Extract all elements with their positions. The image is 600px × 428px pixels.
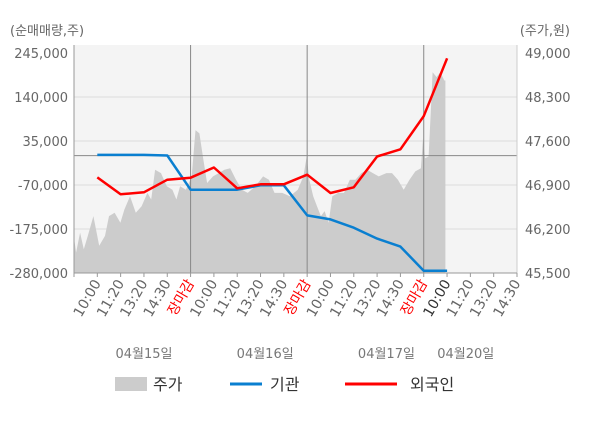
legend-label: 주가 <box>153 375 183 394</box>
right-tick-label: 45,500 <box>525 267 571 282</box>
series-line-foreign <box>96 57 449 196</box>
right-axis-title: (주가,원) <box>520 24 570 39</box>
right-tick-label: 48,300 <box>525 91 571 106</box>
left-tick-label: 35,000 <box>23 135 69 150</box>
right-tick-label: 47,600 <box>525 135 571 150</box>
legend-label: 기관 <box>270 375 300 394</box>
left-tick-label: -70,000 <box>18 179 68 194</box>
left-tick-label: 245,000 <box>14 47 68 62</box>
right-tick-label: 46,200 <box>525 223 571 238</box>
right-tick-label: 49,000 <box>525 47 571 62</box>
date-label: 04월16일 <box>237 347 294 362</box>
date-label: 04월20일 <box>437 347 494 362</box>
date-label: 04월15일 <box>115 347 172 362</box>
date-label: 04월17일 <box>358 347 415 362</box>
legend-label: 외국인 <box>410 375 454 394</box>
left-axis-title: (순매매량,주) <box>10 24 84 39</box>
right-tick-label: 46,900 <box>525 179 571 194</box>
left-tick-label: -280,000 <box>10 267 68 282</box>
legend-swatch-price <box>115 377 147 391</box>
left-tick-label: 140,000 <box>14 91 68 106</box>
price-area <box>74 72 446 273</box>
left-tick-label: -175,000 <box>10 223 68 238</box>
